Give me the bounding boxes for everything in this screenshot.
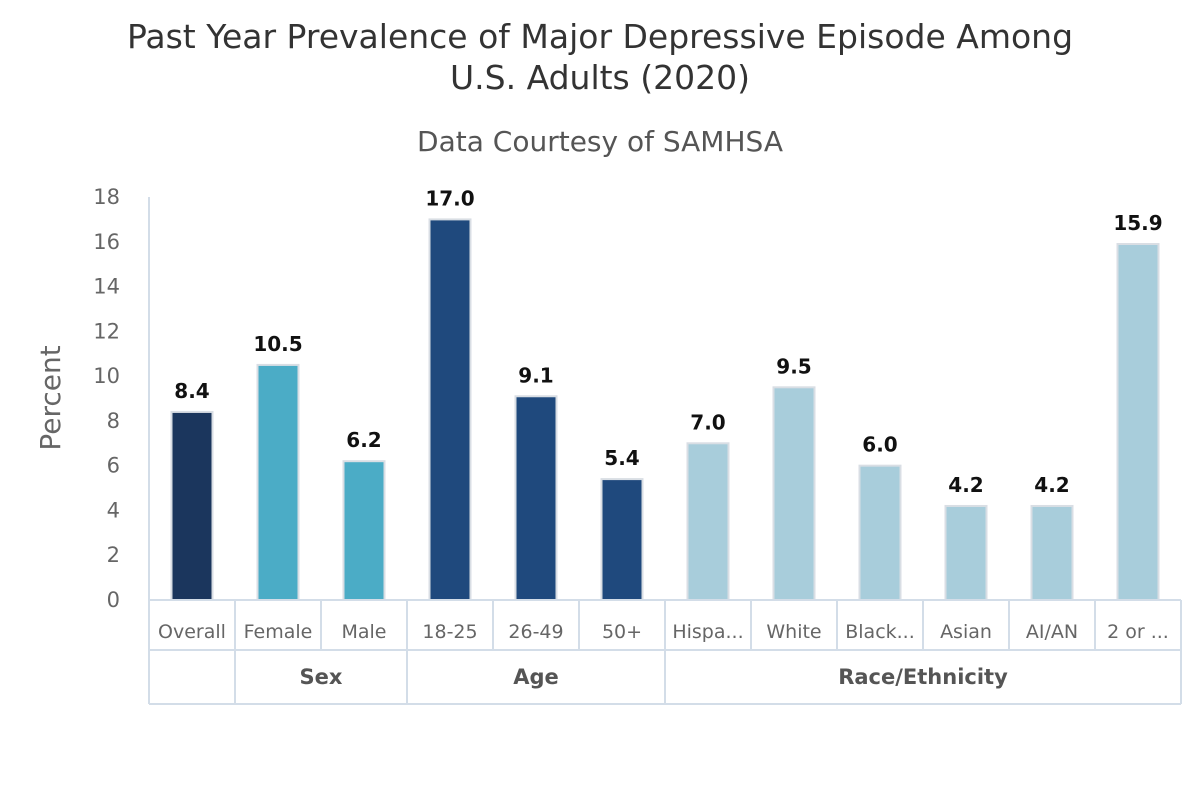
data-label: 17.0 — [425, 186, 474, 210]
y-tick-label: 10 — [93, 364, 120, 388]
data-label: 6.0 — [862, 433, 897, 457]
data-label: 9.1 — [518, 363, 553, 387]
bar — [1030, 504, 1074, 602]
bar — [1116, 243, 1160, 601]
x-tick-label: 26-49 — [508, 621, 563, 643]
chart-subtitle: Data Courtesy of SAMHSA — [417, 125, 783, 158]
group-label: Race/Ethnicity — [838, 665, 1008, 689]
y-tick-label: 0 — [107, 588, 120, 612]
group-label: Sex — [300, 665, 343, 689]
data-label: 15.9 — [1113, 211, 1162, 235]
x-tick-label: Black... — [845, 621, 915, 643]
bar — [256, 363, 300, 601]
data-label: 5.4 — [604, 446, 639, 470]
bar — [342, 460, 386, 602]
group-label: Age — [513, 665, 559, 689]
x-tick-label: Female — [244, 621, 313, 643]
x-tick-label: AI/AN — [1026, 621, 1078, 643]
x-tick-label: White — [766, 621, 821, 643]
data-label: 4.2 — [948, 473, 983, 497]
bar — [944, 504, 988, 602]
bars: 8.4 10.5 6.2 17.0 9.1 5.4 7.0 9.5 6.0 4.2 4.2 15.9 — [170, 186, 1163, 602]
data-label: 9.5 — [776, 354, 811, 378]
y-tick-label: 6 — [107, 454, 120, 478]
data-label: 4.2 — [1034, 473, 1069, 497]
x-tick-label: Hispa... — [672, 621, 743, 643]
bar — [428, 218, 472, 601]
bar — [772, 386, 816, 601]
bar — [686, 442, 730, 601]
x-axis: Overall Female Male 18-25 26-49 50+ Hispa... Wh… — [148, 599, 1182, 705]
x-tick-label: Asian — [940, 621, 992, 643]
y-tick-label: 18 — [93, 185, 120, 209]
data-label: 7.0 — [690, 410, 725, 434]
y-tick-label: 4 — [107, 498, 120, 522]
y-axis-label: Percent — [34, 345, 67, 450]
x-tick-label: 50+ — [602, 621, 642, 643]
y-axis: 0 2 4 6 8 10 12 14 16 18 — [93, 185, 150, 612]
y-tick-label: 8 — [107, 409, 120, 433]
y-tick-label: 2 — [107, 543, 120, 567]
chart-title-line-2: U.S. Adults (2020) — [450, 58, 750, 97]
data-label: 6.2 — [346, 428, 381, 452]
bar — [600, 478, 644, 602]
x-tick-label: 18-25 — [422, 621, 477, 643]
y-tick-label: 16 — [93, 230, 120, 254]
bar — [858, 464, 902, 601]
x-tick-label: 2 or ... — [1107, 621, 1169, 643]
y-tick-label: 12 — [93, 319, 120, 343]
x-tick-label: Male — [341, 621, 386, 643]
bar — [514, 395, 558, 601]
x-tick-label: Overall — [158, 621, 226, 643]
bar — [170, 410, 214, 601]
data-label: 8.4 — [174, 379, 209, 403]
data-label: 10.5 — [253, 332, 302, 356]
chart-title-line-1: Past Year Prevalence of Major Depressive… — [127, 17, 1073, 56]
y-tick-label: 14 — [93, 275, 120, 299]
